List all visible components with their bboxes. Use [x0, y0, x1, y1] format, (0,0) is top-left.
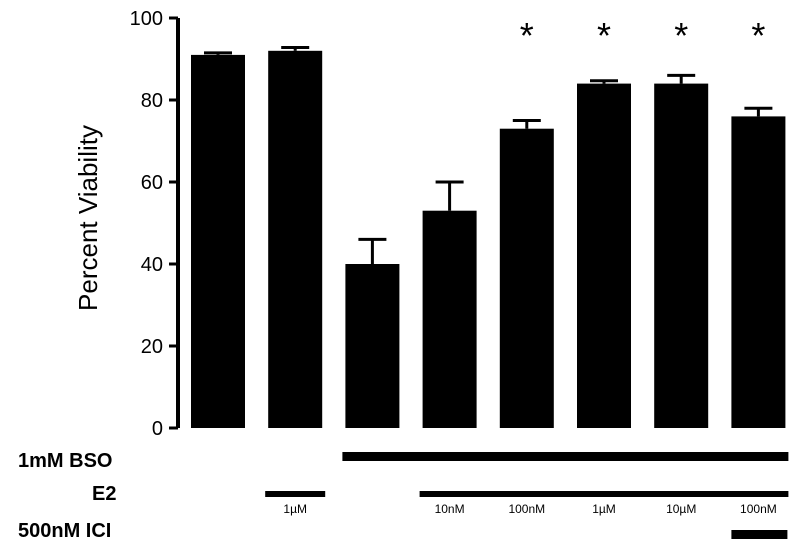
- y-tick-label: 60: [141, 172, 163, 194]
- bar: [345, 264, 400, 428]
- error-bars-group: [204, 46, 773, 264]
- y-tick-label: 100: [130, 8, 163, 30]
- bar: [499, 128, 554, 428]
- bars-group: [191, 50, 786, 429]
- bar: [731, 116, 786, 429]
- row-label-ici: 500nM ICI: [18, 520, 111, 542]
- bar: [654, 83, 709, 428]
- treatment-lines: 1µM 10nM 100nM 1µM 10µM 100nM: [265, 452, 789, 539]
- e2-dose-label: 1µM: [283, 502, 307, 516]
- e2-dose-label: 1µM: [592, 502, 616, 516]
- ici-line: [731, 530, 788, 539]
- y-tick-label: 20: [141, 336, 163, 358]
- e2-dose-label: 10nM: [435, 502, 465, 516]
- significance-marker: *: [674, 15, 688, 56]
- bar: [268, 50, 323, 429]
- e2-line: [265, 491, 326, 497]
- y-tick-label: 40: [141, 254, 163, 276]
- bar: [191, 54, 245, 429]
- y-tick-label: 0: [152, 418, 163, 440]
- e2-dose-label: 100nM: [508, 502, 545, 516]
- e2-dose-label: 100nM: [740, 502, 777, 516]
- y-axis-title: Percent Viability: [73, 125, 103, 311]
- bso-line: [342, 452, 789, 461]
- bar: [577, 83, 631, 428]
- y-axis: 0 20 40 60 80 100: [130, 8, 180, 440]
- significance-marker: *: [520, 15, 534, 56]
- significance-marker: *: [597, 15, 611, 56]
- e2-line: [419, 491, 789, 497]
- significance-marker: *: [751, 15, 765, 56]
- e2-dose-label: 10µM: [666, 502, 696, 516]
- significance-markers: * * * *: [520, 15, 766, 56]
- row-label-e2: E2: [92, 483, 116, 505]
- y-tick-label: 80: [141, 90, 163, 112]
- row-label-bso: 1mM BSO: [18, 450, 112, 472]
- bar: [422, 210, 477, 428]
